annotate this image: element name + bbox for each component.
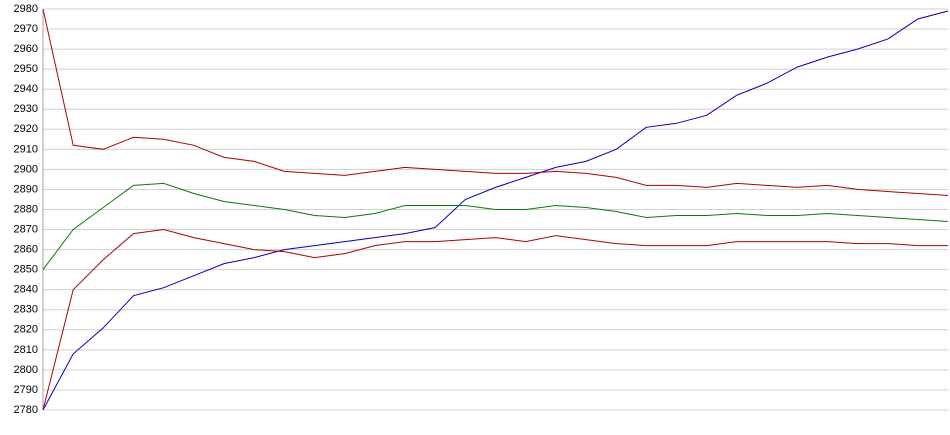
y-tick-label: 2900 xyxy=(14,163,38,175)
y-tick-label: 2930 xyxy=(14,103,38,115)
y-tick-label: 2780 xyxy=(14,404,38,416)
y-tick-label: 2960 xyxy=(14,43,38,55)
y-tick-label: 2950 xyxy=(14,63,38,75)
y-tick-label: 2810 xyxy=(14,344,38,356)
y-tick-label: 2910 xyxy=(14,143,38,155)
series-line xyxy=(42,8,949,196)
y-tick-label: 2970 xyxy=(14,23,38,35)
y-tick-label: 2880 xyxy=(14,203,38,215)
y-tick-label: 2820 xyxy=(14,324,38,336)
y-tick-label: 2850 xyxy=(14,264,38,276)
y-tick-label: 2830 xyxy=(14,304,38,316)
y-tick-label: 2790 xyxy=(14,384,38,396)
y-tick-label: 2920 xyxy=(14,123,38,135)
y-tick-label: 2890 xyxy=(14,183,38,195)
y-tick-label: 2940 xyxy=(14,83,38,95)
y-tick-label: 2870 xyxy=(14,223,38,235)
y-tick-label: 2800 xyxy=(14,364,38,376)
series-line xyxy=(42,228,948,411)
y-tick-label: 2980 xyxy=(14,3,38,15)
series-line xyxy=(42,182,949,270)
y-tick-label: 2840 xyxy=(14,284,38,296)
series-line xyxy=(42,10,949,411)
y-tick-label: 2860 xyxy=(14,244,38,256)
